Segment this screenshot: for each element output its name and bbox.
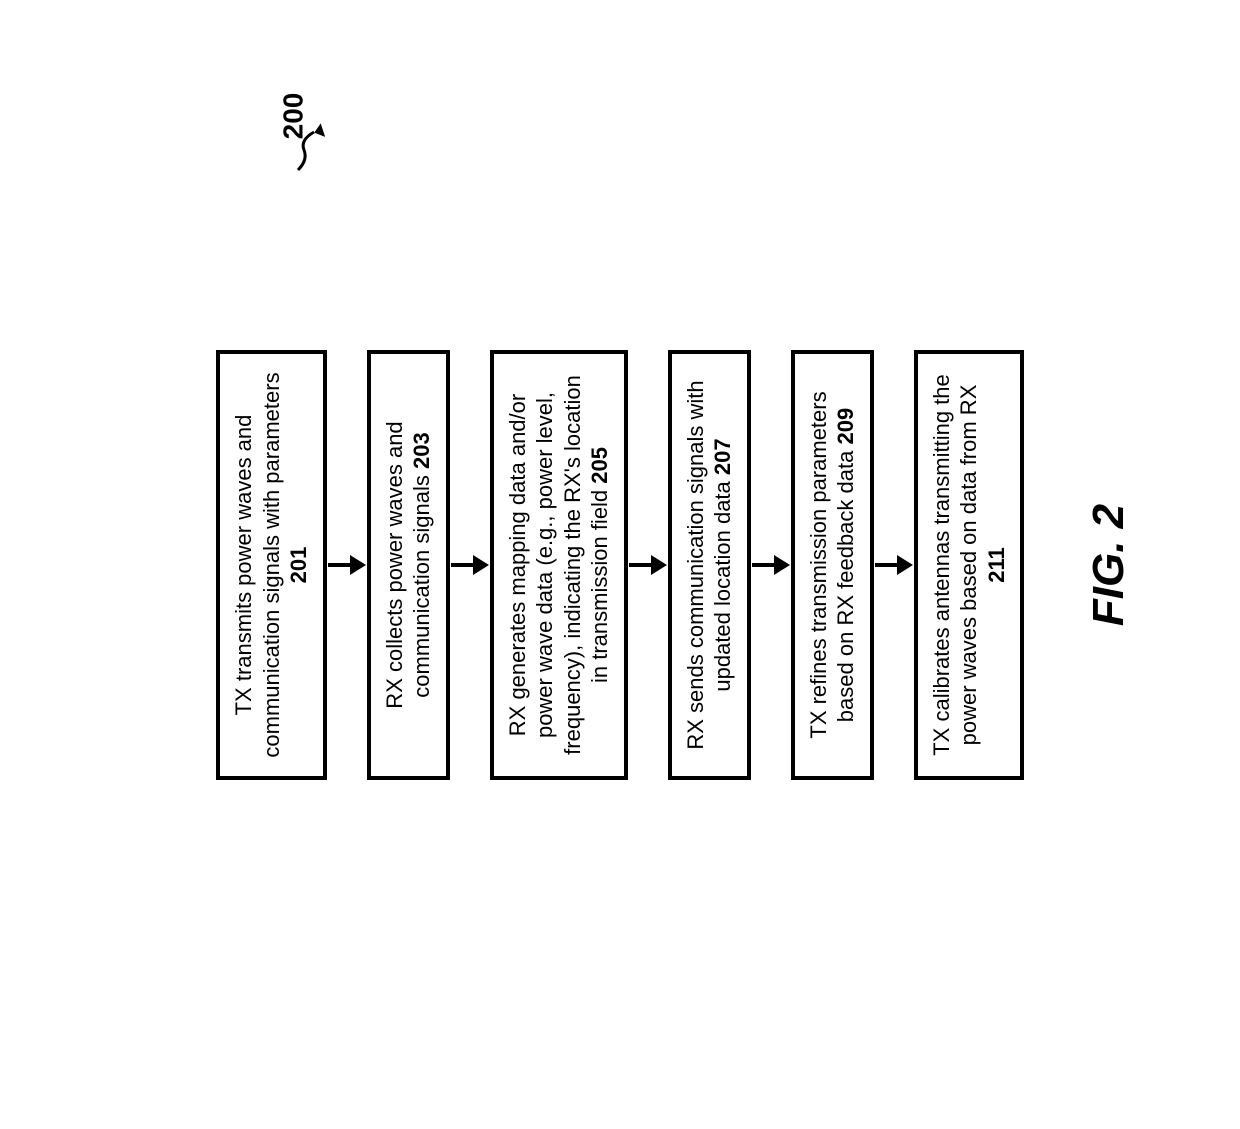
step-ref: 209 bbox=[833, 407, 858, 444]
step-text: TX calibrates antennas transmitting the … bbox=[929, 374, 982, 756]
flow-arrow bbox=[751, 553, 791, 577]
flowchart: TX transmits power waves and communicati… bbox=[216, 115, 1024, 1015]
step-text: RX generates mapping data and/or power w… bbox=[505, 375, 613, 755]
step-text: RX sends communication signals with upda… bbox=[683, 380, 736, 749]
flow-arrow bbox=[628, 553, 668, 577]
arrow-down-icon bbox=[875, 553, 913, 577]
step-ref: 207 bbox=[710, 438, 735, 475]
step-ref: 211 bbox=[984, 547, 1009, 583]
step-ref: 205 bbox=[587, 446, 612, 483]
flow-step: RX sends communication signals with upda… bbox=[668, 350, 751, 780]
flow-step: RX collects power waves and communicatio… bbox=[367, 350, 450, 780]
flow-step: TX calibrates antennas transmitting the … bbox=[914, 350, 1025, 780]
step-ref: 201 bbox=[286, 546, 311, 583]
arrow-down-icon bbox=[328, 553, 366, 577]
figure-label-text: FIG. 2 bbox=[1084, 504, 1133, 626]
flow-arrow bbox=[450, 553, 490, 577]
step-ref: 203 bbox=[409, 432, 434, 469]
flow-arrow bbox=[327, 553, 367, 577]
flow-step: TX transmits power waves and communicati… bbox=[216, 350, 327, 780]
flow-arrow bbox=[874, 553, 914, 577]
figure-label: FIG. 2 bbox=[1084, 504, 1134, 626]
arrow-down-icon bbox=[752, 553, 790, 577]
arrow-down-icon bbox=[451, 553, 489, 577]
flow-step: TX refines transmission parameters based… bbox=[791, 350, 874, 780]
arrow-down-icon bbox=[629, 553, 667, 577]
flowchart-container: TX transmits power waves and communicati… bbox=[216, 115, 1024, 1015]
flow-step: RX generates mapping data and/or power w… bbox=[490, 350, 628, 780]
step-text: TX transmits power waves and communicati… bbox=[231, 372, 284, 757]
ref-arrow-icon bbox=[290, 120, 350, 180]
